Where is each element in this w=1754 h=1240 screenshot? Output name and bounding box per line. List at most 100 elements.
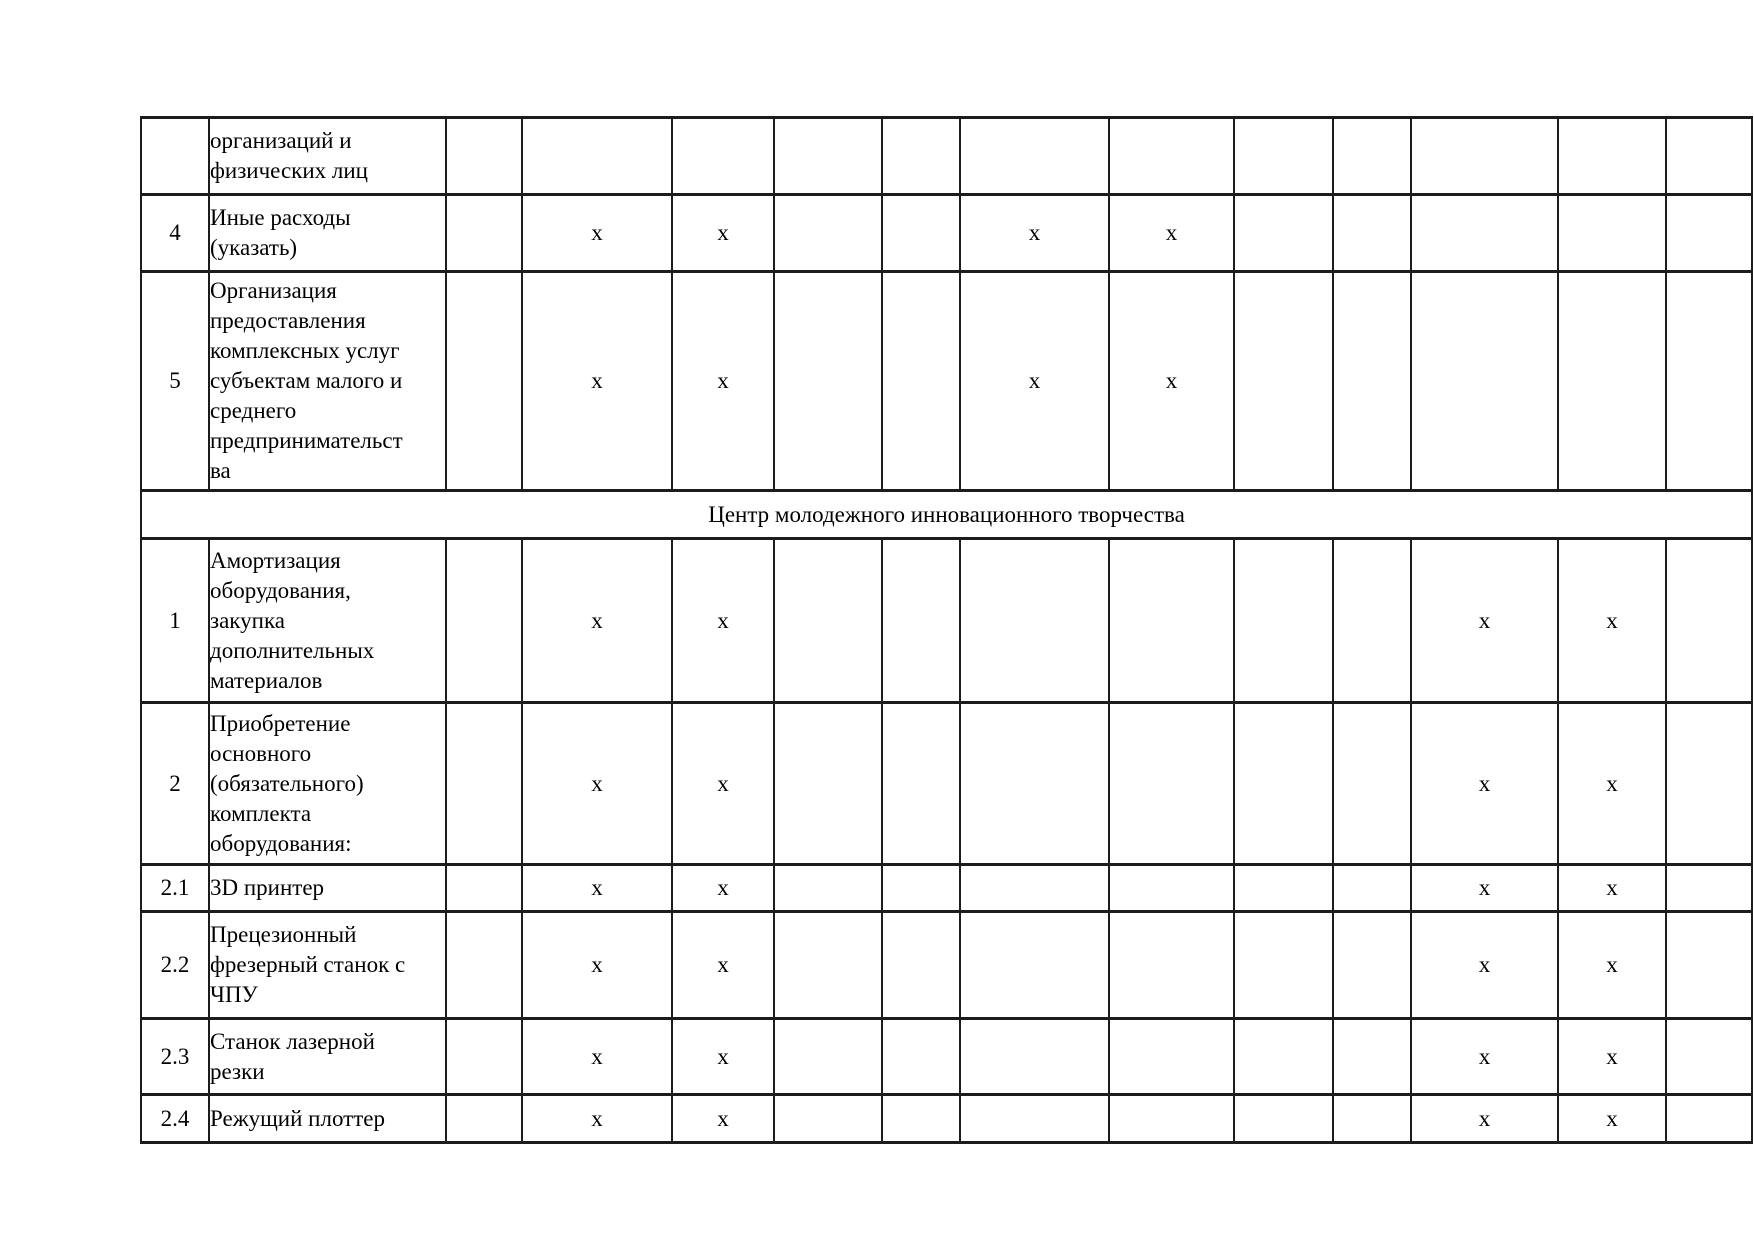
cell (1665, 863, 1753, 913)
row-label: Станок лазерной резки (208, 1017, 447, 1096)
cell (773, 1093, 883, 1144)
table-body: организаций и физических лиц 4 Иные расх… (140, 116, 1753, 1144)
cell: х (671, 1017, 775, 1096)
section-header-row: Центр молодежного инновационного творчес… (140, 489, 1753, 540)
table-row-2-4: 2.4 Режущий плоттер х х х х (140, 1093, 1753, 1144)
row-label: Прецезионный фрезерный станок с ЧПУ (208, 910, 447, 1020)
cell (773, 863, 883, 913)
cell (1108, 910, 1235, 1020)
table-row-2: 2 Приобретение основного (обязательного)… (140, 701, 1753, 866)
table-row-4: 4 Иные расходы (указать) х х х х (140, 193, 1753, 273)
cell: х (1410, 537, 1559, 704)
cell (959, 116, 1110, 196)
expenses-table: организаций и физических лиц 4 Иные расх… (140, 116, 1753, 1144)
row-label: Амортизация оборудования, закупка дополн… (208, 537, 447, 704)
cell: х (1410, 1017, 1559, 1096)
cell (773, 701, 883, 866)
cell (445, 537, 523, 704)
cell: х (1557, 701, 1667, 866)
row-label: Режущий плоттер (208, 1093, 447, 1144)
cell (959, 910, 1110, 1020)
cell (1332, 1017, 1412, 1096)
cell: х (1557, 863, 1667, 913)
cell (1665, 270, 1753, 492)
cell: х (671, 270, 775, 492)
cell: х (671, 701, 775, 866)
row-label: организаций и физических лиц (208, 116, 447, 196)
row-number: 4 (140, 193, 210, 273)
cell (773, 116, 883, 196)
cell: х (1410, 1093, 1559, 1144)
cell (959, 863, 1110, 913)
cell (1108, 537, 1235, 704)
cell: х (671, 863, 775, 913)
cell: х (671, 193, 775, 273)
cell (1332, 701, 1412, 866)
cell: х (1108, 193, 1235, 273)
row-number: 5 (140, 270, 210, 492)
row-number: 2.1 (140, 863, 210, 913)
cell: х (521, 537, 673, 704)
cell (959, 1017, 1110, 1096)
cell: х (959, 270, 1110, 492)
cell (445, 116, 523, 196)
cell: х (521, 863, 673, 913)
cell (1233, 1093, 1334, 1144)
cell: х (1557, 537, 1667, 704)
cell: х (1557, 1017, 1667, 1096)
cell: х (1410, 701, 1559, 866)
cell (1557, 193, 1667, 273)
cell (1665, 1017, 1753, 1096)
row-number: 2.2 (140, 910, 210, 1020)
row-number: 1 (140, 537, 210, 704)
cell (881, 116, 961, 196)
cell (445, 910, 523, 1020)
cell: х (1557, 910, 1667, 1020)
row-label: Иные расходы (указать) (208, 193, 447, 273)
cell (445, 193, 523, 273)
cell: х (1557, 1093, 1667, 1144)
cell (521, 116, 673, 196)
cell (959, 537, 1110, 704)
cell (959, 1093, 1110, 1144)
table-row-5: 5 Организация предоставления комплексных… (140, 270, 1753, 492)
cell: х (521, 1093, 673, 1144)
cell (881, 270, 961, 492)
cell (1233, 270, 1334, 492)
table-row-2-1: 2.1 3D принтер х х х х (140, 863, 1753, 913)
cell (1332, 116, 1412, 196)
cell (445, 863, 523, 913)
row-label: 3D принтер (208, 863, 447, 913)
cell (1665, 537, 1753, 704)
cell (1332, 910, 1412, 1020)
cell (773, 270, 883, 492)
cell (1410, 116, 1559, 196)
cell (1332, 193, 1412, 273)
cell (1332, 270, 1412, 492)
table-row-2-3: 2.3 Станок лазерной резки х х х х (140, 1017, 1753, 1096)
cell: х (671, 1093, 775, 1144)
cell (881, 1093, 961, 1144)
cell (1410, 193, 1559, 273)
cell (1108, 701, 1235, 866)
cell (671, 116, 775, 196)
cell (1665, 701, 1753, 866)
cell (1233, 863, 1334, 913)
cell (1665, 910, 1753, 1020)
cell (1233, 537, 1334, 704)
cell (445, 701, 523, 866)
cell (1332, 863, 1412, 913)
cell (1108, 863, 1235, 913)
cell: х (521, 193, 673, 273)
cell (1332, 537, 1412, 704)
cell: х (959, 193, 1110, 273)
cell (1233, 116, 1334, 196)
cell (773, 537, 883, 704)
cell (1108, 1093, 1235, 1144)
cell (881, 863, 961, 913)
row-label: Приобретение основного (обязательного) к… (208, 701, 447, 866)
cell (881, 193, 961, 273)
row-number: 2.3 (140, 1017, 210, 1096)
cell (1665, 116, 1753, 196)
cell (959, 701, 1110, 866)
